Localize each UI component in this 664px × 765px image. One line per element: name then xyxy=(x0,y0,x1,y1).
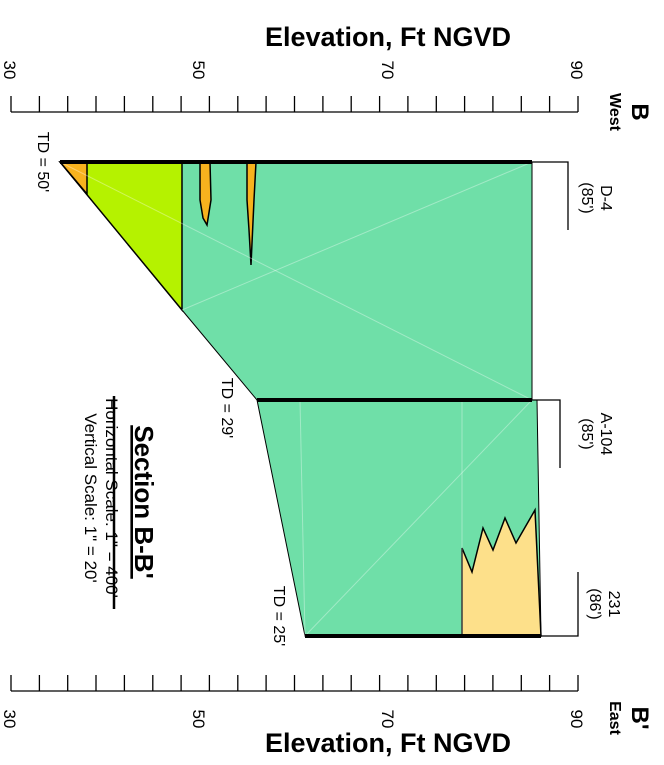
bottom-tick-30: 30 xyxy=(0,710,19,729)
section-start-label: B xyxy=(626,103,653,120)
bottom-axis: 30 50 70 90 Elevation, Ft NGVD xyxy=(0,675,586,758)
well-d4-id: D-4 xyxy=(597,185,614,211)
well-a104-collar xyxy=(532,399,561,468)
wells xyxy=(60,160,579,638)
top-tick-50: 50 xyxy=(189,61,208,80)
well-a104-elevation: (85') xyxy=(578,418,595,450)
well-231-elevation: (86') xyxy=(586,588,603,620)
well-d4-collar xyxy=(532,161,569,230)
top-tick-30: 30 xyxy=(0,61,19,80)
bottom-axis-title: Elevation, Ft NGVD xyxy=(265,728,511,758)
bottom-tick-90: 90 xyxy=(567,710,586,729)
well-a104-td: TD = 29' xyxy=(218,378,235,438)
correlation-traces xyxy=(59,161,533,637)
top-axis-title: Elevation, Ft NGVD xyxy=(265,22,511,52)
section-start-direction: West xyxy=(606,93,623,132)
section-title: Section B-B' xyxy=(129,425,159,579)
well-231-collar xyxy=(541,572,579,637)
well-a104-id: A-104 xyxy=(597,413,614,456)
well-231-id: 231 xyxy=(605,591,622,618)
well-231-td: TD = 25' xyxy=(270,586,287,646)
bottom-tick-50: 50 xyxy=(189,710,208,729)
well-d4-elevation: (85') xyxy=(578,182,595,214)
top-tick-90: 90 xyxy=(567,61,586,80)
upper-yellow-unit xyxy=(461,507,542,637)
top-axis: 30 50 70 90 Elevation, Ft NGVD xyxy=(0,22,586,113)
section-end-label: B' xyxy=(626,706,653,729)
vertical-scale: Vertical Scale: 1" = 20' xyxy=(81,413,100,582)
horizontal-scale: Horizontal Scale: 1" = 400' xyxy=(102,398,121,598)
well-d4-td: TD = 50' xyxy=(34,132,51,192)
section-end-direction: East xyxy=(606,701,623,735)
bottom-tick-70: 70 xyxy=(378,710,397,729)
top-tick-70: 70 xyxy=(378,61,397,80)
basal-orange-lens xyxy=(58,161,88,197)
